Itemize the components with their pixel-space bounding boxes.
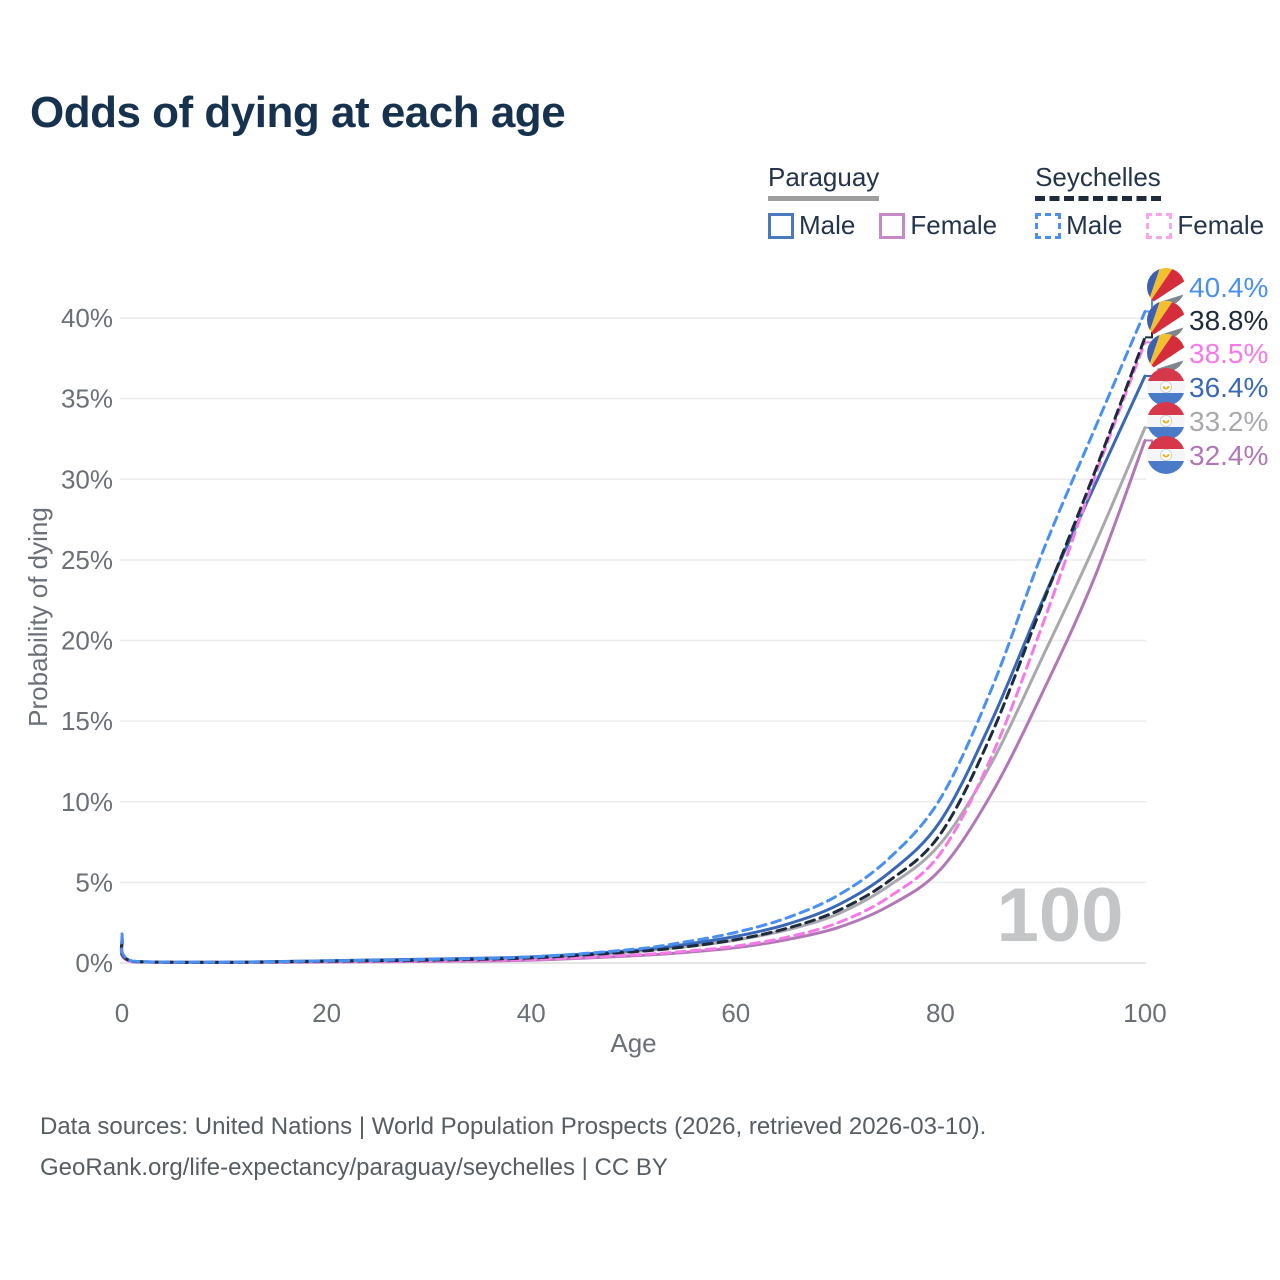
legend-country-seychelles[interactable]: Seychelles (1035, 162, 1161, 201)
end-label-paraguay-male: 36.4% (1189, 372, 1268, 403)
y-tick-label: 40% (61, 303, 113, 333)
y-tick-label: 25% (61, 545, 113, 575)
x-axis-title: Age (610, 1028, 656, 1058)
flag-seychelles-icon (1147, 334, 1185, 372)
y-tick-label: 0% (75, 948, 113, 978)
legend-label: Female (910, 210, 998, 240)
flag-paraguay-icon (1147, 436, 1185, 474)
series-line-paraguay-female[interactable] (119, 439, 1147, 964)
flag-paraguay-icon (1147, 368, 1185, 406)
legend-item-seychelles-male[interactable]: Male (1035, 210, 1122, 241)
series-line-paraguay-male[interactable] (119, 374, 1147, 964)
y-tick-label: 10% (61, 787, 113, 817)
flag-seychelles-icon (1147, 268, 1185, 306)
x-tick-label: 20 (312, 998, 341, 1028)
y-tick-label: 35% (61, 384, 113, 414)
paraguay-female-swatch-icon (879, 212, 906, 239)
x-tick-label: 0 (115, 998, 129, 1028)
legend-item-paraguay-male[interactable]: Male (768, 210, 855, 241)
legend-label: Female (1177, 210, 1265, 240)
y-tick-label: 5% (75, 867, 113, 897)
y-tick-label: 20% (61, 626, 113, 656)
legend-label: Male (799, 210, 856, 240)
footer-sources: Data sources: United Nations | World Pop… (40, 1113, 987, 1140)
footer-attribution: GeoRank.org/life-expectancy/paraguay/sey… (40, 1154, 668, 1181)
flag-seychelles-icon (1147, 301, 1185, 339)
flag-paraguay-icon (1147, 402, 1185, 440)
legend: Paraguay Male Female Seychelles Male Fem… (768, 162, 1264, 241)
seychelles-male-swatch-icon (1035, 212, 1062, 239)
legend-group-paraguay: Paraguay Male Female (768, 162, 997, 241)
end-label-paraguay-both: 33.2% (1189, 406, 1268, 437)
page-title: Odds of dying at each age (30, 88, 566, 137)
chart-svg: 0% 5% 10% 15% 20% 25% 30% 35% 40% 0 20 40 60 80 100 Age… (23, 268, 1268, 1058)
end-label-seychelles-female: 38.5% (1189, 338, 1268, 369)
legend-items-seychelles: Male Female (1035, 210, 1264, 241)
series-line-seychelles-both[interactable] (119, 335, 1147, 964)
legend-items-paraguay: Male Female (768, 210, 997, 241)
end-label-seychelles-both: 38.8% (1189, 305, 1268, 336)
seychelles-female-swatch-icon (1146, 212, 1173, 239)
end-label-seychelles-male: 40.4% (1189, 272, 1268, 303)
series-line-seychelles-female[interactable] (119, 340, 1147, 964)
x-tick-label: 80 (926, 998, 955, 1028)
watermark-age-label: 100 (997, 873, 1124, 958)
x-tick-label: 40 (517, 998, 546, 1028)
end-label-paraguay-female: 32.4% (1189, 440, 1268, 471)
y-axis-title: Probability of dying (23, 507, 53, 727)
y-tick-label: 15% (61, 706, 113, 736)
series-line-seychelles-male[interactable] (119, 310, 1147, 964)
footer: Data sources: United Nations | World Pop… (40, 1106, 986, 1188)
legend-item-seychelles-female[interactable]: Female (1146, 210, 1264, 241)
x-tick-label: 60 (721, 998, 750, 1028)
paraguay-male-swatch-icon (768, 212, 794, 239)
legend-country-paraguay[interactable]: Paraguay (768, 162, 880, 201)
x-tick-label: 100 (1123, 998, 1166, 1028)
legend-label: Male (1066, 210, 1123, 240)
y-tick-label: 30% (61, 464, 113, 494)
legend-item-paraguay-female[interactable]: Female (879, 210, 997, 241)
legend-group-seychelles: Seychelles Male Female (1035, 162, 1264, 241)
